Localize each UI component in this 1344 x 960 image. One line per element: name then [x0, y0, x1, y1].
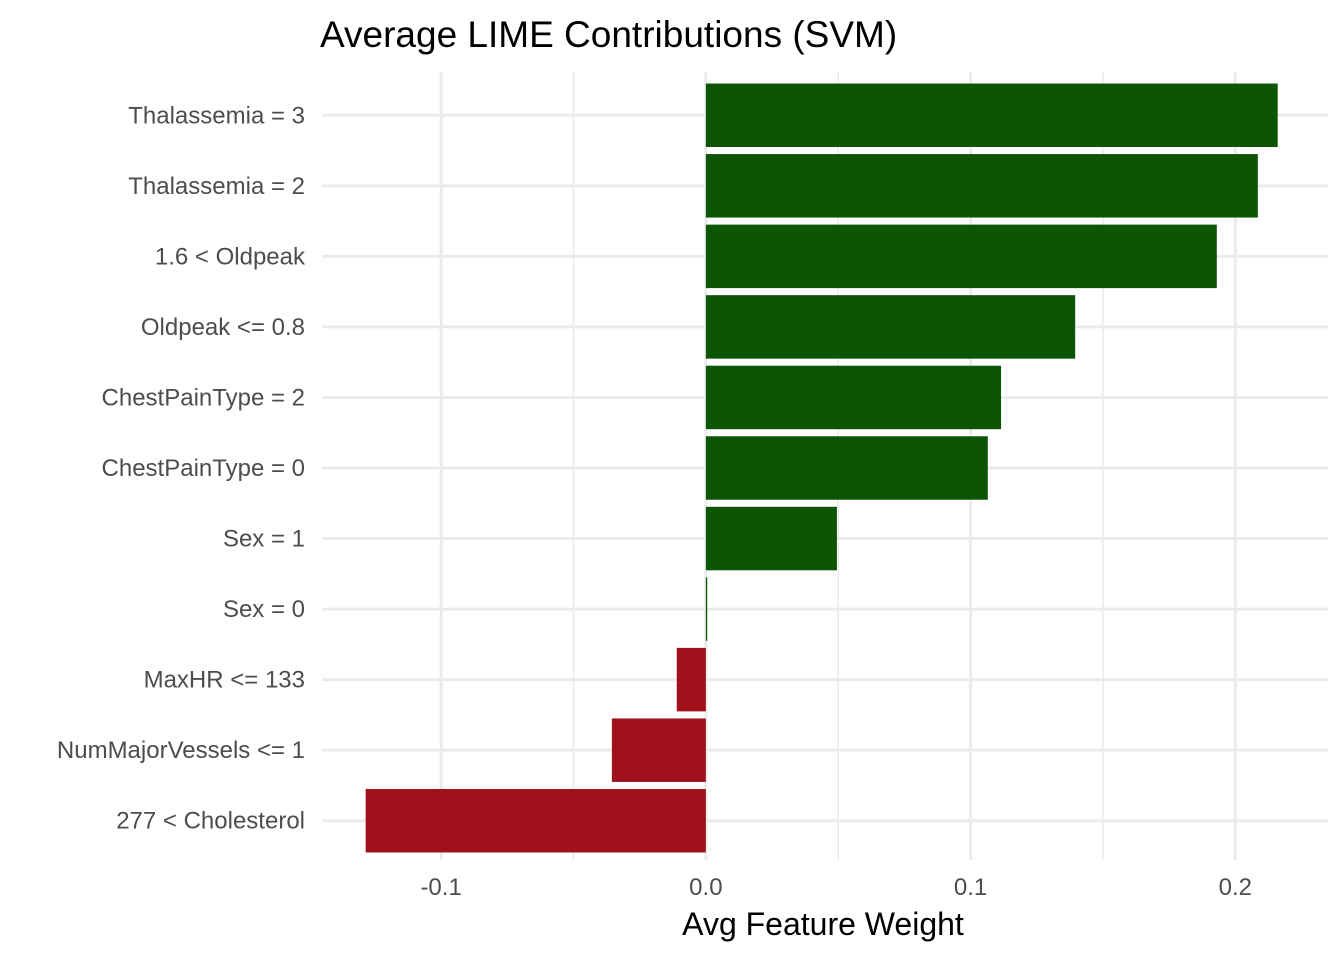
- bar: [705, 224, 1217, 289]
- x-axis-title: Avg Feature Weight: [682, 906, 964, 942]
- y-tick-label: ChestPainType = 0: [102, 455, 305, 482]
- bar: [705, 154, 1258, 218]
- bar-layer: [365, 83, 1278, 853]
- x-tick-label: -0.1: [420, 874, 461, 901]
- chart-title: Average LIME Contributions (SVM): [320, 14, 897, 55]
- bar: [705, 365, 1002, 430]
- y-tick-label: 1.6 < Oldpeak: [155, 243, 306, 270]
- bar: [611, 718, 706, 782]
- bar: [705, 577, 708, 641]
- bar: [365, 788, 706, 853]
- y-tick-label: Oldpeak <= 0.8: [141, 314, 305, 341]
- y-tick-label: ChestPainType = 2: [102, 384, 305, 411]
- x-tick-label: 0.1: [954, 874, 987, 901]
- bar: [676, 647, 706, 712]
- bar: [705, 83, 1278, 148]
- bar: [705, 295, 1076, 359]
- x-tick-label: 0.2: [1219, 874, 1252, 901]
- x-tick-labels: -0.1 0.0 0.1 0.2: [420, 874, 1252, 901]
- bar: [705, 436, 988, 500]
- y-tick-label: MaxHR <= 133: [144, 667, 305, 694]
- bar: [705, 506, 837, 571]
- y-tick-labels: Thalassemia = 3 Thalassemia = 2 1.6 < Oldp…: [57, 102, 306, 834]
- x-tick-label: 0.0: [689, 874, 722, 901]
- y-tick-label: Thalassemia = 2: [128, 173, 305, 200]
- y-tick-label: Sex = 0: [223, 596, 305, 623]
- y-tick-label: 277 < Cholesterol: [116, 808, 305, 835]
- y-tick-label: NumMajorVessels <= 1: [57, 737, 305, 764]
- y-tick-label: Sex = 1: [223, 526, 305, 553]
- y-tick-label: Thalassemia = 3: [128, 102, 305, 129]
